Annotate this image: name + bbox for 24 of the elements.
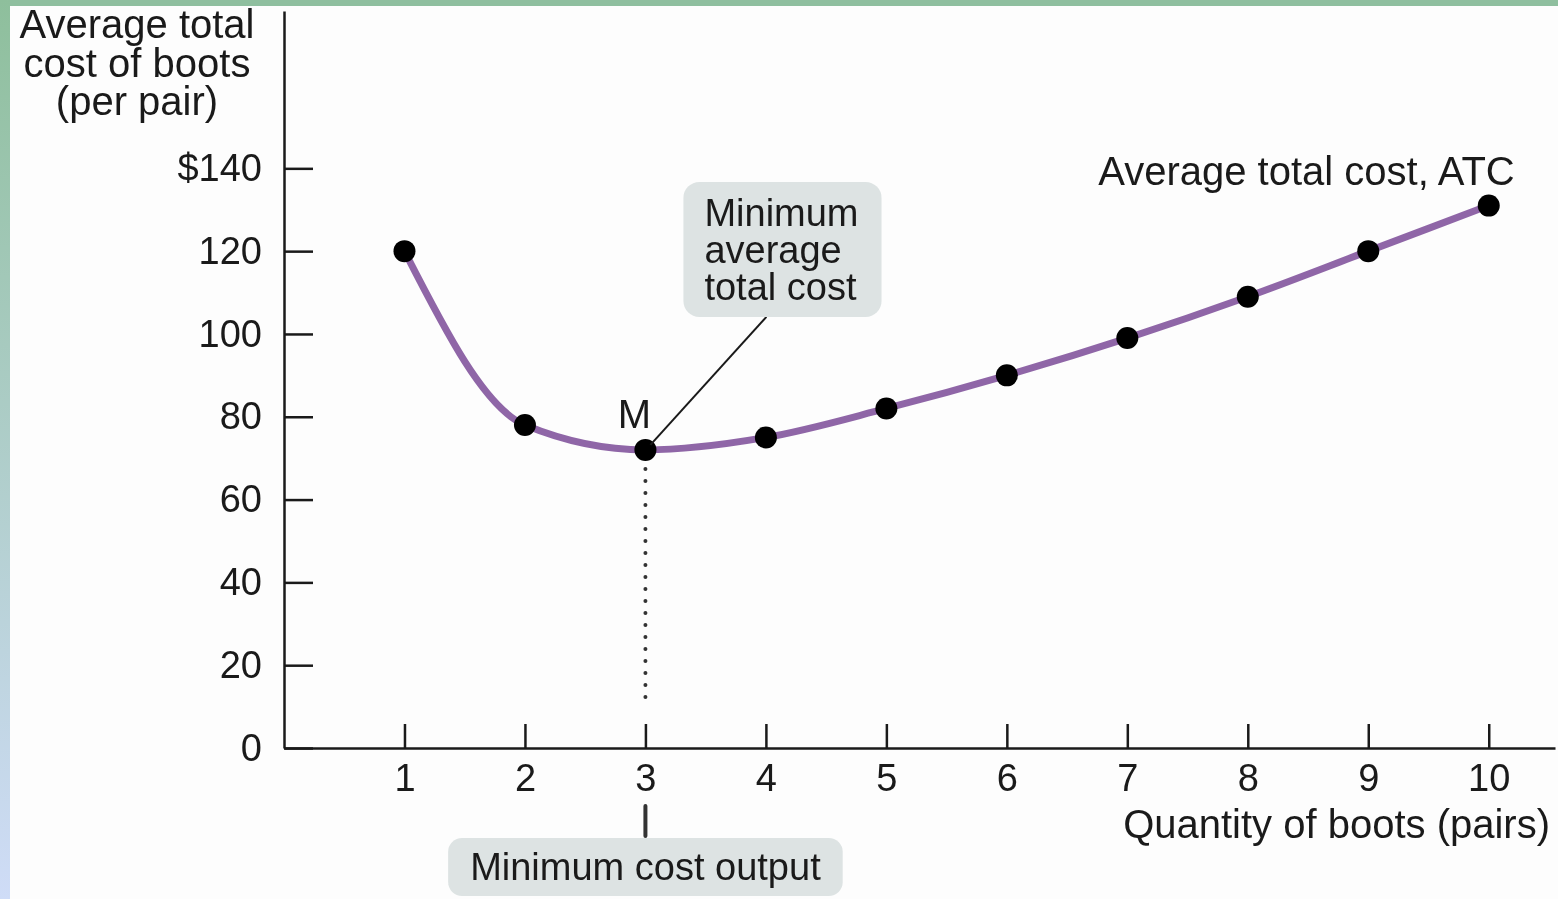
annotation: Minimum average total cost <box>704 191 859 308</box>
ref-line-label: Minimum cost output <box>470 846 822 888</box>
x-tick-label: 5 <box>876 756 898 799</box>
y-tick-label: 120 <box>198 229 262 272</box>
x-tick-label: 1 <box>394 756 416 799</box>
y-axis-title: Average total cost of boots (per pair) <box>19 2 255 123</box>
x-tick-label: 10 <box>1468 756 1511 799</box>
y-tick-label: 80 <box>219 395 262 438</box>
x-tick-label: 3 <box>635 756 657 799</box>
y-tick-label: 60 <box>219 478 262 521</box>
x-axis-title: Quantity of boots (pairs) <box>1123 802 1550 846</box>
x-tick-label: 6 <box>996 756 1018 799</box>
x-tick-label: 9 <box>1358 756 1380 799</box>
series-label: Average total cost, ATC <box>1098 148 1515 193</box>
x-tick-label: 2 <box>514 756 537 799</box>
y-tick-label: 0 <box>240 726 262 769</box>
x-tick-label: 8 <box>1237 756 1259 799</box>
x-tick-label: 4 <box>755 756 777 799</box>
y-tick-label: 100 <box>198 312 262 355</box>
y-tick-label: 20 <box>219 643 262 686</box>
annotation: M <box>617 391 652 436</box>
y-tick-label: 40 <box>219 561 262 604</box>
x-tick-label: 7 <box>1117 756 1139 799</box>
y-tick-label: $140 <box>177 147 262 189</box>
